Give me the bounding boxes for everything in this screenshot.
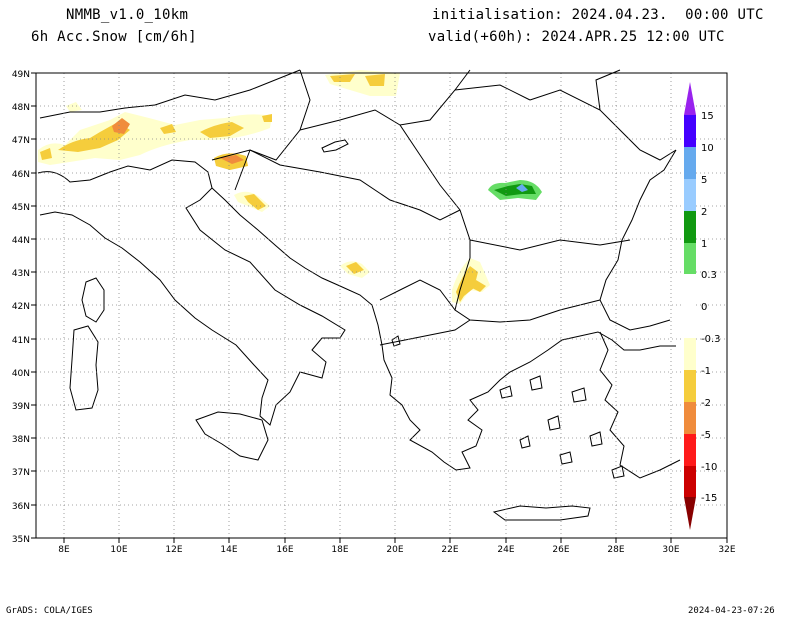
colorbar-label: 10 (701, 143, 714, 154)
graticule (36, 73, 727, 538)
colorbar-label: 0 (701, 302, 707, 313)
lat-label: 39N (12, 402, 30, 412)
valid-time: valid(+60h): 2024.APR.25 12:00 UTC (428, 29, 725, 45)
lon-label: 32E (718, 545, 735, 555)
axis-ticks (31, 72, 728, 543)
model-title: NMMB_v1.0_10km (66, 7, 189, 23)
colorbar-label: -0.3 (701, 334, 721, 345)
colorbar: 15 10 5 2 1 0.3 0 -0.3 -1 -2 -5 -10 -15 (684, 82, 721, 530)
colorbar-label: 0.3 (701, 270, 717, 281)
footer-timestamp: 2024-04-23-07:26 (688, 606, 775, 616)
lon-label: 12E (165, 545, 182, 555)
colorbar-swatch (684, 402, 696, 434)
colorbar-swatch (684, 115, 696, 147)
colorbar-swatch (684, 466, 696, 497)
lon-labels: 8E 10E 12E 14E 16E 18E 20E 22E 24E 26E 2… (58, 545, 736, 555)
colorbar-bottom-arrow (684, 497, 696, 530)
colorbar-label: -2 (701, 398, 711, 409)
lat-label: 49N (12, 70, 30, 80)
variable-title: 6h Acc.Snow [cm/6h] (31, 29, 197, 45)
lon-label: 20E (386, 545, 403, 555)
colorbar-label: -1 (701, 366, 711, 377)
lat-label: 43N (12, 269, 30, 279)
snow-shading (38, 70, 542, 304)
lon-label: 30E (662, 545, 679, 555)
lat-label: 42N (12, 302, 30, 312)
lat-label: 46N (12, 170, 30, 180)
colorbar-label: 2 (701, 207, 707, 218)
lat-label: 41N (12, 336, 30, 346)
colorbar-swatch (684, 370, 696, 402)
lon-label: 8E (58, 545, 70, 555)
lat-label: 45N (12, 203, 30, 213)
colorbar-swatch (684, 243, 696, 274)
lat-label: 38N (12, 435, 30, 445)
snow-area-alps (38, 112, 272, 165)
coastlines-borders (37, 69, 681, 521)
colorbar-swatch (684, 434, 696, 466)
lon-label: 16E (276, 545, 293, 555)
lon-label: 28E (607, 545, 624, 555)
lat-label: 35N (12, 535, 30, 545)
lat-label: 40N (12, 369, 30, 379)
lat-label: 47N (12, 136, 30, 146)
lon-label: 26E (552, 545, 569, 555)
colorbar-swatch (684, 338, 696, 370)
lat-label: 37N (12, 468, 30, 478)
colorbar-label: 15 (701, 111, 714, 122)
footer-credit: GrADS: COLA/IGES (6, 606, 93, 616)
colorbar-label: 1 (701, 239, 707, 250)
colorbar-swatch (684, 179, 696, 211)
init-time: initialisation: 2024.04.23. 00:00 UTC (432, 7, 764, 23)
lat-label: 44N (12, 236, 30, 246)
lat-labels: 49N 48N 47N 46N 45N 44N 43N 42N 41N 40N … (12, 70, 30, 545)
lon-label: 10E (110, 545, 127, 555)
colorbar-swatch (684, 274, 696, 338)
lon-label: 18E (331, 545, 348, 555)
lat-label: 36N (12, 502, 30, 512)
colorbar-label: -15 (701, 493, 717, 504)
lon-label: 24E (497, 545, 514, 555)
colorbar-label: -10 (701, 462, 717, 473)
lon-label: 22E (441, 545, 458, 555)
colorbar-swatch (684, 147, 696, 179)
lat-label: 48N (12, 103, 30, 113)
lon-label: 14E (220, 545, 237, 555)
colorbar-label: 5 (701, 175, 707, 186)
colorbar-swatch (684, 211, 696, 243)
colorbar-top-arrow (684, 82, 696, 115)
colorbar-label: -5 (701, 430, 711, 441)
